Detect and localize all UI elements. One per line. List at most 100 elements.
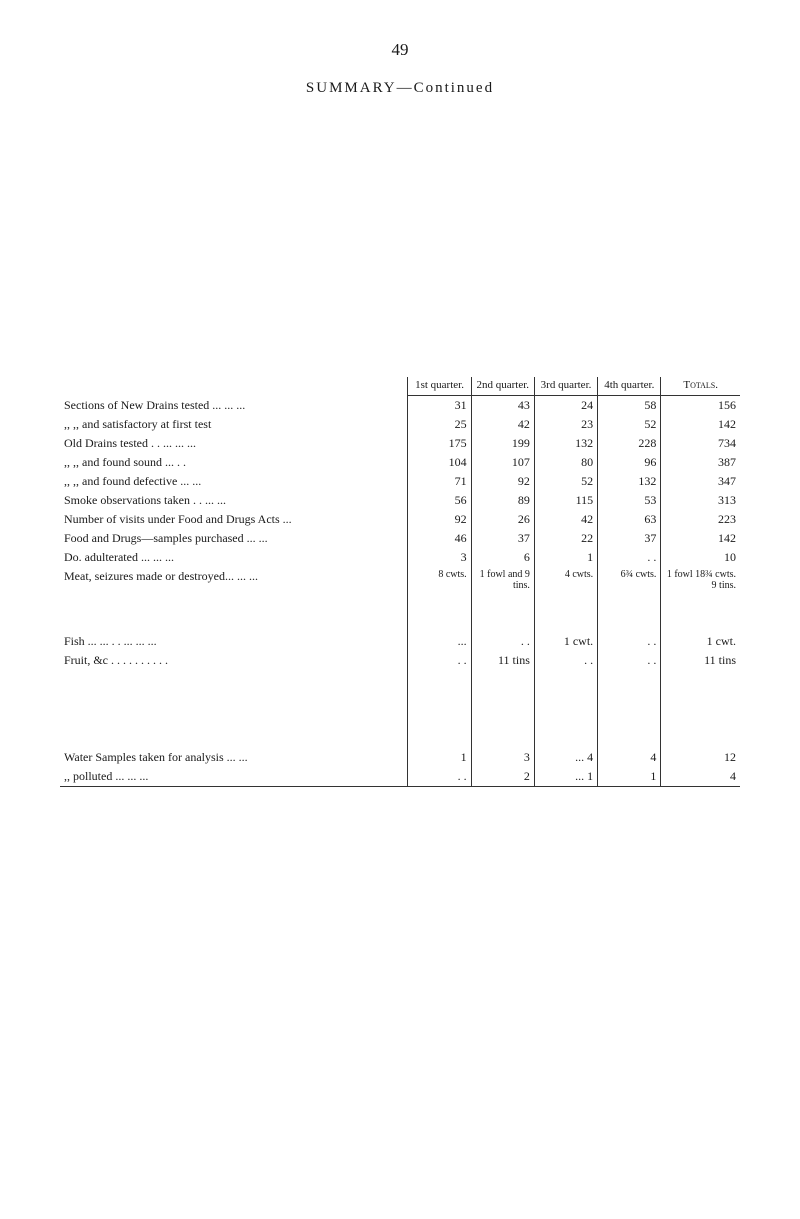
cell: 347 <box>661 472 740 491</box>
table-row: Meat, seizures made or destroyed... ... … <box>60 567 740 593</box>
cell: . . <box>408 767 471 787</box>
cell: 37 <box>471 529 534 548</box>
page-title: SUMMARY—Continued <box>60 80 740 97</box>
cell: . . <box>534 651 597 670</box>
cell: 1 fowl 18¾ cwts. 9 tins. <box>661 567 740 593</box>
cell: 3 <box>408 548 471 567</box>
cell: 199 <box>471 434 534 453</box>
cell: 58 <box>598 396 661 416</box>
table-row: Smoke observations taken . . ... ... 56 … <box>60 491 740 510</box>
cell: 11 tins <box>471 651 534 670</box>
header-q2: 2nd quarter. <box>471 377 534 396</box>
cell: 63 <box>598 510 661 529</box>
cell: 92 <box>471 472 534 491</box>
cell: 1 <box>534 548 597 567</box>
table-row: Food and Drugs—samples purchased ... ...… <box>60 529 740 548</box>
row-label: Food and Drugs—samples purchased ... ... <box>60 529 408 548</box>
cell: 53 <box>598 491 661 510</box>
row-label: Fish ... ... . . ... ... ... <box>60 632 408 651</box>
cell: 142 <box>661 529 740 548</box>
table-row: Old Drains tested . . ... ... ... 175 19… <box>60 434 740 453</box>
cell: 10 <box>661 548 740 567</box>
cell: 89 <box>471 491 534 510</box>
table-row: ,, polluted ... ... ... . . 2 ... 1 1 4 <box>60 767 740 787</box>
row-label: Water Samples taken for analysis ... ... <box>60 748 408 767</box>
title-sub: —Continued <box>397 80 495 96</box>
cell: 1 cwt. <box>661 632 740 651</box>
cell: 56 <box>408 491 471 510</box>
title-main: SUMMARY <box>306 80 397 96</box>
cell: 37 <box>598 529 661 548</box>
cell: 2 <box>471 767 534 787</box>
cell: 6 <box>471 548 534 567</box>
table-row: ,, ,, and satisfactory at first test 25 … <box>60 415 740 434</box>
row-label: Old Drains tested . . ... ... ... <box>60 434 408 453</box>
table-bottom-rule <box>60 787 740 792</box>
cell: 8 cwts. <box>408 567 471 593</box>
cell: 25 <box>408 415 471 434</box>
cell: 80 <box>534 453 597 472</box>
cell: 228 <box>598 434 661 453</box>
page-number: 49 <box>60 40 740 60</box>
cell: 4 cwts. <box>534 567 597 593</box>
cell: 313 <box>661 491 740 510</box>
row-label: ,, polluted ... ... ... <box>60 767 408 787</box>
row-label: Do. adulterated ... ... ... <box>60 548 408 567</box>
cell: 23 <box>534 415 597 434</box>
cell: 115 <box>534 491 597 510</box>
cell: 22 <box>534 529 597 548</box>
table-header-row: 1st quarter. 2nd quarter. 3rd quarter. 4… <box>60 377 740 396</box>
cell: ... 4 <box>534 748 597 767</box>
cell: . . <box>598 651 661 670</box>
cell: 223 <box>661 510 740 529</box>
row-label: ,, ,, and found sound ... . . <box>60 453 408 472</box>
table-row: Number of visits under Food and Drugs Ac… <box>60 510 740 529</box>
cell: 156 <box>661 396 740 416</box>
cell: 6¾ cwts. <box>598 567 661 593</box>
table-row: ,, ,, and found sound ... . . 104 107 80… <box>60 453 740 472</box>
table-row: ,, ,, and found defective ... ... 71 92 … <box>60 472 740 491</box>
cell: 4 <box>598 748 661 767</box>
table-row: Fruit, &c . . . . . . . . . . . . 11 tin… <box>60 651 740 670</box>
cell: 96 <box>598 453 661 472</box>
cell: 92 <box>408 510 471 529</box>
row-label: Meat, seizures made or destroyed... ... … <box>60 567 408 593</box>
cell: . . <box>598 548 661 567</box>
cell: 43 <box>471 396 534 416</box>
cell: 132 <box>598 472 661 491</box>
row-label: ,, ,, and satisfactory at first test <box>60 415 408 434</box>
row-label: Smoke observations taken . . ... ... <box>60 491 408 510</box>
row-label: ,, ,, and found defective ... ... <box>60 472 408 491</box>
cell: 107 <box>471 453 534 472</box>
header-q4: 4th quarter. <box>598 377 661 396</box>
cell: 24 <box>534 396 597 416</box>
cell: 1 <box>408 748 471 767</box>
header-q1: 1st quarter. <box>408 377 471 396</box>
table-row: Fish ... ... . . ... ... ... ... . . 1 c… <box>60 632 740 651</box>
cell: 12 <box>661 748 740 767</box>
cell: ... 1 <box>534 767 597 787</box>
cell: 132 <box>534 434 597 453</box>
cell: 71 <box>408 472 471 491</box>
cell: . . <box>408 651 471 670</box>
cell: 11 tins <box>661 651 740 670</box>
cell: 52 <box>534 472 597 491</box>
cell: 1 <box>598 767 661 787</box>
cell: 3 <box>471 748 534 767</box>
table-row: Do. adulterated ... ... ... 3 6 1 . . 10 <box>60 548 740 567</box>
cell: 734 <box>661 434 740 453</box>
cell: . . <box>598 632 661 651</box>
cell: 46 <box>408 529 471 548</box>
spacer <box>60 709 740 748</box>
cell: 387 <box>661 453 740 472</box>
spacer <box>60 593 740 632</box>
cell: 31 <box>408 396 471 416</box>
table-row: Sections of New Drains tested ... ... ..… <box>60 396 740 416</box>
cell: . . <box>471 632 534 651</box>
cell: 26 <box>471 510 534 529</box>
cell: 4 <box>661 767 740 787</box>
cell: 104 <box>408 453 471 472</box>
cell: 42 <box>471 415 534 434</box>
row-label: Sections of New Drains tested ... ... ..… <box>60 396 408 416</box>
summary-table: 1st quarter. 2nd quarter. 3rd quarter. 4… <box>60 377 740 791</box>
